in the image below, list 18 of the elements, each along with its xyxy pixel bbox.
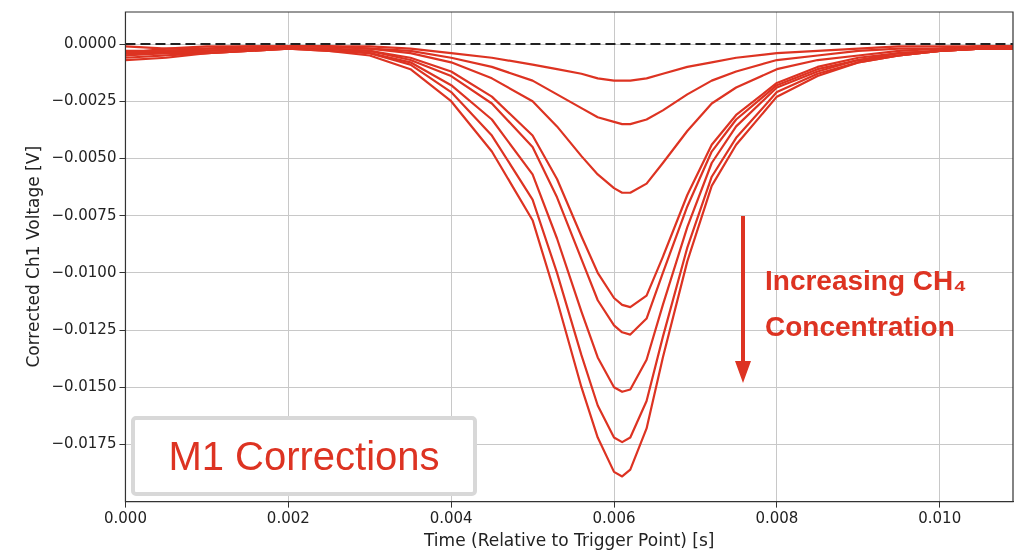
x-tick-label: 0.010 <box>918 509 962 528</box>
y-axis-title: Corrected Ch1 Voltage [V] <box>22 145 43 368</box>
x-tick-label: 0.002 <box>266 509 310 528</box>
x-tick-label: 0.000 <box>103 509 147 528</box>
annotation: M1 Corrections <box>131 416 477 496</box>
y-tick-label: −0.0150 <box>51 377 117 396</box>
y-tick-label: −0.0025 <box>51 91 117 110</box>
y-tick-label: −0.0100 <box>51 262 117 281</box>
x-tick-label: 0.006 <box>592 509 636 528</box>
y-tick-label: −0.0050 <box>51 148 117 167</box>
y-tick-label: −0.0075 <box>51 205 117 224</box>
x-tick-label: 0.004 <box>429 509 473 528</box>
y-tick-label: −0.0125 <box>51 319 117 338</box>
annotation: Increasing CH₄ Concentration <box>765 264 968 344</box>
x-tick-label: 0.008 <box>755 509 799 528</box>
y-tick-label: 0.0000 <box>63 33 117 52</box>
y-tick-label: −0.0175 <box>51 434 117 453</box>
x-axis-title: Time (Relative to Trigger Point) [s] <box>422 530 715 551</box>
